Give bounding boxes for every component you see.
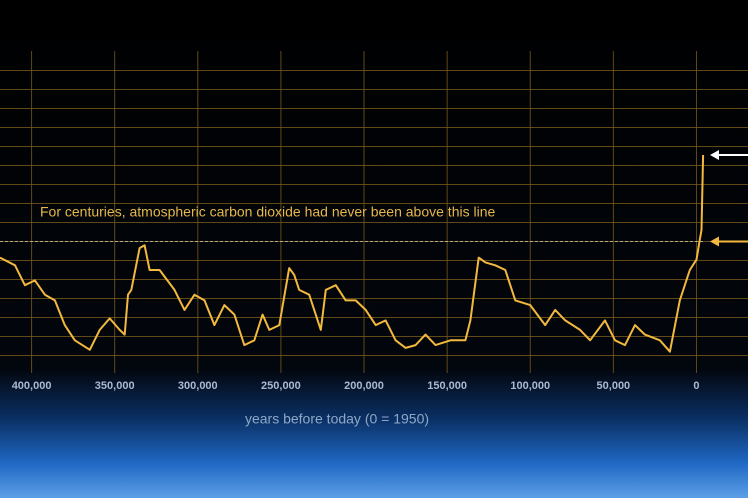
annotation: For centuries, atmospheric carbon dioxid… (40, 204, 495, 220)
arrow-head (710, 150, 719, 161)
x-tick-label: 400,000 (12, 380, 52, 392)
x-tick-label: 300,000 (178, 380, 218, 392)
x-tick-label: 200,000 (344, 380, 384, 392)
arrow-head (710, 236, 719, 247)
x-axis-label: years before today (0 = 1950) (245, 411, 429, 427)
x-tick-label: 150,000 (427, 380, 467, 392)
x-tick-label: 100,000 (510, 380, 550, 392)
plot (0, 154, 705, 353)
x-tick-label: 350,000 (95, 380, 135, 392)
x-tick-label: 50,000 (597, 380, 631, 392)
x-tick-label: 0 (693, 380, 699, 392)
x-tick-label: 250,000 (261, 380, 301, 392)
data-line (0, 154, 705, 353)
